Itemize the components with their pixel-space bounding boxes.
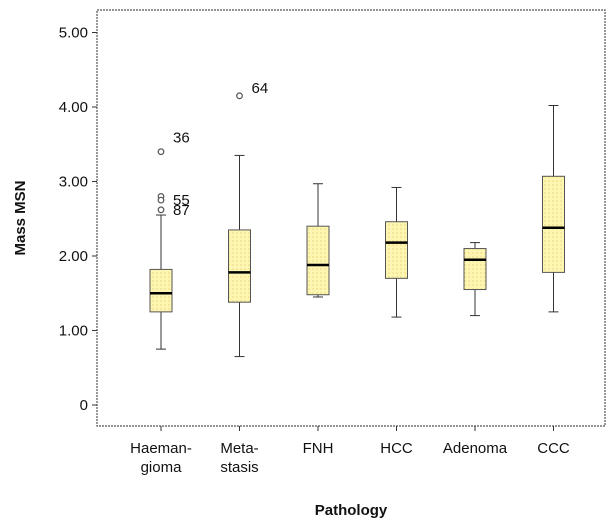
x-axis-title: Pathology bbox=[315, 502, 388, 519]
x-tick-label: HCC bbox=[380, 440, 413, 457]
x-tick-label: gioma bbox=[141, 459, 183, 476]
y-tick-label: 3.00 bbox=[59, 174, 88, 191]
x-tick-label: Meta- bbox=[220, 440, 258, 457]
iqr-box bbox=[306, 225, 330, 296]
x-tick-label: CCC bbox=[537, 440, 570, 457]
y-axis: 0 1.00 2.00 3.00 4.00 5.00 bbox=[59, 25, 97, 414]
outlier-point bbox=[157, 148, 165, 156]
outlier-label: 87 bbox=[173, 202, 190, 219]
iqr-box bbox=[228, 229, 251, 303]
x-tick-label: Haeman- bbox=[130, 440, 192, 457]
iqr-box bbox=[542, 175, 565, 273]
box-group bbox=[463, 242, 487, 317]
outlier-label: 36 bbox=[173, 130, 190, 147]
box-group: 64 bbox=[228, 80, 269, 358]
box-group bbox=[306, 183, 330, 298]
iqr-box bbox=[149, 268, 173, 313]
x-tick-label: FNH bbox=[303, 440, 334, 457]
outlier-label: 64 bbox=[252, 80, 269, 97]
x-axis: Haeman-gioma Meta-stasis FNH HCC Adenoma CCC bbox=[130, 426, 570, 476]
outlier-point bbox=[236, 92, 243, 100]
box-group bbox=[385, 186, 408, 318]
iqr-box bbox=[385, 221, 408, 279]
iqr-box bbox=[463, 248, 487, 291]
y-axis-title: Mass MSN bbox=[12, 180, 29, 255]
y-tick-label: 4.00 bbox=[59, 99, 88, 116]
y-tick-label: 1.00 bbox=[59, 323, 88, 340]
box-group bbox=[542, 105, 565, 313]
outlier-point bbox=[157, 206, 165, 214]
outlier-point bbox=[157, 196, 165, 204]
outlier-label: 55 bbox=[173, 192, 190, 209]
y-tick-label: 2.00 bbox=[59, 248, 88, 265]
y-tick-label: 5.00 bbox=[59, 25, 88, 42]
x-tick-label: stasis bbox=[220, 459, 258, 476]
y-tick-label: 0 bbox=[80, 397, 88, 414]
x-tick-label: Adenoma bbox=[443, 440, 508, 457]
plot-frame bbox=[96, 9, 606, 427]
